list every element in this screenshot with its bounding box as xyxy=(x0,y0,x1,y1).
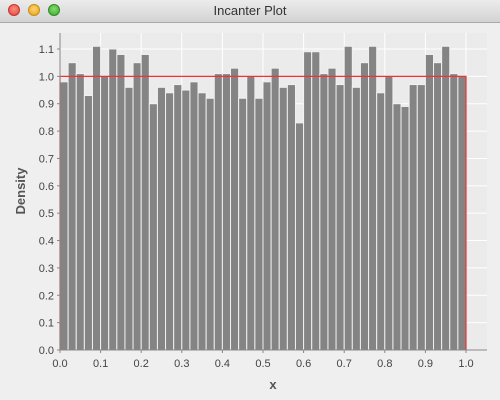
x-tick-label: 0.3 xyxy=(174,358,189,370)
x-tick-label: 0.0 xyxy=(52,358,67,370)
histogram-bar xyxy=(76,74,84,350)
x-axis-title: x xyxy=(269,377,277,392)
histogram-bar xyxy=(442,46,450,350)
x-tick-label: 0.4 xyxy=(215,358,230,370)
histogram-bar xyxy=(377,93,385,350)
x-tick-label: 0.5 xyxy=(255,358,270,370)
y-tick-label: 0.7 xyxy=(39,153,54,165)
histogram-bar xyxy=(450,74,458,350)
y-tick-label: 0.0 xyxy=(39,345,54,357)
histogram-bar xyxy=(385,76,393,350)
y-tick-label: 0.9 xyxy=(39,99,54,111)
histogram-bar xyxy=(401,106,409,350)
histogram-bar xyxy=(101,76,109,350)
y-tick-label: 0.2 xyxy=(39,290,54,302)
histogram-bar xyxy=(393,104,401,350)
histogram-bar xyxy=(206,98,214,350)
histogram-bar xyxy=(117,54,125,350)
x-tick-labels: 0.0 0.1 0.2 0.3 0.4 0.5 0.6 0.7 0.8 0.9 1.0 xyxy=(52,350,473,370)
histogram-bar xyxy=(336,85,344,350)
histogram-bar xyxy=(409,85,417,350)
histogram-bar xyxy=(434,63,442,350)
histogram-bar xyxy=(360,63,368,350)
y-tick-label: 1.0 xyxy=(39,71,54,83)
x-tick-label: 1.0 xyxy=(458,358,473,370)
histogram-bar xyxy=(312,52,320,350)
y-axis-title: Density xyxy=(13,167,28,215)
histogram-bar xyxy=(417,85,425,350)
title-bar[interactable]: Incanter Plot xyxy=(0,0,500,23)
histogram-bar xyxy=(279,87,287,350)
histogram-bar xyxy=(271,68,279,350)
histogram-bar xyxy=(190,82,198,350)
histogram-bar xyxy=(247,76,255,350)
window-title: Incanter Plot xyxy=(0,3,500,18)
y-tick-label: 0.4 xyxy=(39,236,54,248)
x-tick-label: 0.2 xyxy=(134,358,149,370)
histogram-bar xyxy=(425,54,433,350)
histogram-bar xyxy=(231,68,239,350)
y-tick-label: 0.6 xyxy=(39,181,54,193)
histogram-bar xyxy=(182,90,190,350)
histogram-bar xyxy=(255,98,263,350)
y-tick-label: 0.5 xyxy=(39,208,54,220)
histogram-bar xyxy=(328,68,336,350)
histogram-bar xyxy=(214,74,222,350)
histogram-bar xyxy=(68,63,76,350)
x-tick-label: 0.7 xyxy=(337,358,352,370)
histogram-bar xyxy=(133,63,141,350)
histogram-bar xyxy=(304,52,312,350)
histogram-bar xyxy=(369,46,377,350)
x-tick-label: 0.1 xyxy=(93,358,108,370)
x-tick-label: 0.6 xyxy=(296,358,311,370)
histogram-bar xyxy=(157,87,165,350)
histogram-bar xyxy=(352,87,360,350)
histogram-bar xyxy=(149,104,157,350)
histogram-bar xyxy=(109,49,117,350)
x-tick-label: 0.8 xyxy=(377,358,392,370)
histogram-bar xyxy=(125,87,133,350)
y-tick-label: 1.1 xyxy=(39,44,54,56)
y-tick-label: 0.1 xyxy=(39,318,54,330)
y-tick-label: 0.8 xyxy=(39,126,54,138)
histogram-bar xyxy=(344,46,352,350)
histogram-chart: 0.0 0.1 0.2 0.3 0.4 0.5 0.6 0.7 0.8 0.9 1.0 0.0 0.1… xyxy=(0,22,500,400)
histogram-bar xyxy=(263,82,271,350)
histogram-bar xyxy=(320,74,328,350)
histogram-bar xyxy=(458,76,466,350)
histogram-bar xyxy=(239,98,247,350)
x-tick-label: 0.9 xyxy=(418,358,433,370)
histogram-bar xyxy=(84,96,92,350)
histogram-bar xyxy=(287,85,295,350)
y-tick-labels: 0.0 0.1 0.2 0.3 0.4 0.5 0.6 0.7 0.8 0.9 1.0 1.1 xyxy=(39,44,60,357)
histogram-bar xyxy=(166,93,174,350)
histogram-bar xyxy=(92,46,100,350)
histogram-bar xyxy=(174,85,182,350)
histogram-bar xyxy=(295,123,303,350)
histogram-bar xyxy=(141,54,149,350)
histogram-bar xyxy=(198,93,206,350)
histogram-bar xyxy=(60,82,68,350)
y-tick-label: 0.3 xyxy=(39,263,54,275)
histogram-bar xyxy=(222,74,230,350)
